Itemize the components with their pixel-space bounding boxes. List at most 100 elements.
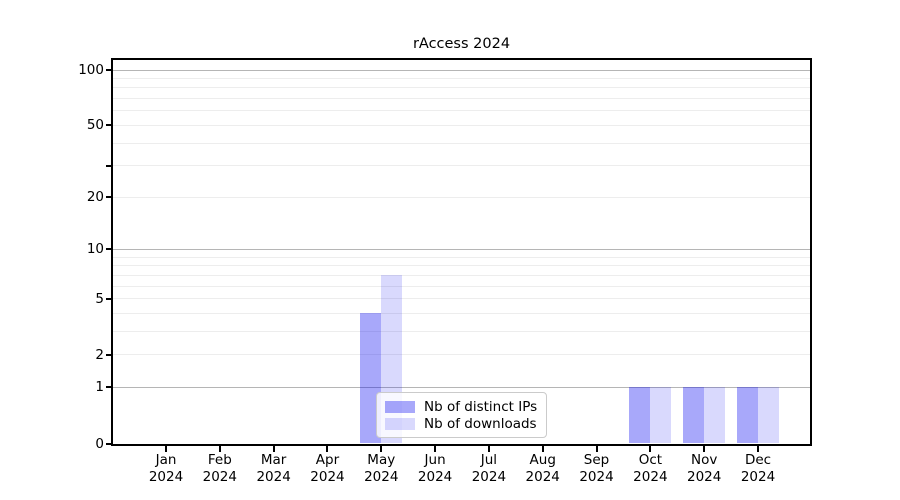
y-axis-tick-label: 5: [95, 290, 104, 307]
legend-row: Nb of downloads: [385, 416, 538, 432]
x-tick-month: Nov: [690, 452, 718, 468]
minor-gridline: [113, 110, 810, 112]
x-tick-month: Sep: [583, 452, 610, 468]
x-tick-mark: [703, 446, 706, 452]
x-tick-year: 2024: [417, 469, 453, 485]
x-tick-mark: [595, 446, 598, 452]
minor-gridline: [113, 354, 810, 356]
y-axis-tick-label: 0: [95, 435, 104, 452]
minor-gridline: [113, 265, 810, 267]
y-tick-mark: [106, 248, 113, 251]
minor-gridline: [113, 298, 810, 300]
bar-distinct-ips-dec: [737, 387, 758, 444]
major-gridline: [113, 69, 810, 71]
legend-label: Nb of distinct IPs: [424, 398, 538, 415]
x-tick-month: Dec: [744, 452, 772, 468]
bar-downloads-nov: [704, 387, 726, 444]
legend-swatch: [385, 400, 415, 413]
x-tick-month: Oct: [638, 452, 663, 468]
x-tick-year: 2024: [525, 469, 560, 485]
x-axis-tick-label: Sep 2024: [565, 452, 629, 486]
x-tick-mark: [272, 446, 275, 452]
x-tick-mark: [757, 446, 759, 452]
x-tick-month: Jan: [155, 452, 177, 468]
x-tick-mark: [434, 446, 437, 452]
y-tick-mark: [106, 164, 113, 167]
y-tick-mark: [106, 124, 113, 127]
x-tick-year: 2024: [202, 469, 237, 485]
minor-gridline: [113, 87, 810, 89]
major-gridline: [113, 248, 810, 250]
y-tick-mark: [106, 297, 113, 300]
x-tick-year: 2024: [740, 469, 776, 485]
bar-downloads-dec: [758, 387, 779, 444]
x-axis-tick-label: Jun 2024: [403, 452, 467, 486]
x-axis-tick-label: Mar 2024: [242, 452, 306, 486]
x-tick-year: 2024: [633, 469, 668, 485]
minor-gridline: [113, 196, 810, 198]
plot-area: [111, 58, 812, 446]
minor-gridline: [113, 274, 810, 276]
minor-gridline: [113, 330, 810, 332]
legend-swatch: [385, 417, 415, 430]
chart-title: rAccess 2024: [412, 36, 511, 52]
x-tick-year: 2024: [471, 469, 507, 485]
x-axis-tick-label: May 2024: [349, 452, 413, 486]
x-axis-tick-label: Dec 2024: [726, 452, 790, 486]
bar-distinct-ips-oct: [629, 387, 651, 444]
x-tick-year: 2024: [364, 469, 399, 485]
plot-canvas: [113, 60, 810, 444]
y-axis-tick-label: 2: [95, 346, 104, 363]
x-tick-mark: [649, 446, 652, 452]
x-tick-mark: [487, 446, 490, 452]
x-tick-mark: [380, 446, 383, 452]
x-tick-mark: [218, 446, 221, 452]
x-tick-month: Apr: [315, 452, 340, 468]
minor-gridline: [113, 165, 810, 167]
y-axis-tick-label: 20: [86, 189, 104, 206]
x-tick-year: 2024: [310, 469, 345, 485]
x-axis-tick-label: Jul 2024: [457, 452, 521, 486]
bar-downloads-oct: [650, 387, 672, 444]
x-axis-tick-label: Aug 2024: [511, 452, 575, 486]
x-tick-mark: [165, 446, 167, 452]
x-axis-tick-label: Nov 2024: [672, 452, 736, 486]
y-axis-tick-label: 50: [86, 117, 104, 134]
x-tick-month: May: [367, 452, 396, 468]
minor-gridline: [113, 78, 810, 80]
x-axis-tick-label: Apr 2024: [295, 452, 359, 486]
x-tick-mark: [541, 446, 544, 452]
minor-gridline: [113, 312, 810, 314]
bar-distinct-ips-nov: [683, 387, 705, 444]
x-tick-year: 2024: [686, 469, 722, 485]
y-axis-tick-label: 1: [95, 379, 104, 396]
minor-gridline: [113, 285, 810, 287]
x-axis-tick-label: Oct 2024: [618, 452, 682, 486]
x-tick-month: Feb: [207, 452, 232, 468]
x-tick-year: 2024: [148, 469, 184, 485]
minor-gridline: [113, 124, 810, 126]
x-axis-tick-label: Feb 2024: [188, 452, 252, 486]
y-tick-mark: [106, 442, 113, 445]
x-tick-month: Aug: [529, 452, 556, 468]
y-axis-tick-label: 10: [86, 241, 104, 258]
minor-gridline: [113, 142, 810, 144]
major-gridline: [113, 386, 810, 388]
legend-row: Nb of distinct IPs: [385, 399, 538, 415]
x-tick-year: 2024: [256, 469, 291, 485]
x-tick-year: 2024: [579, 469, 614, 485]
y-tick-mark: [106, 69, 113, 72]
y-tick-mark: [106, 386, 113, 389]
minor-gridline: [113, 256, 810, 258]
x-tick-month: Jun: [424, 452, 446, 468]
x-tick-mark: [326, 446, 329, 452]
x-tick-month: Jul: [480, 452, 498, 468]
minor-gridline: [113, 98, 810, 100]
x-tick-month: Mar: [260, 452, 287, 468]
x-axis-tick-label: Jan 2024: [134, 452, 198, 486]
legend-label: Nb of downloads: [424, 415, 537, 432]
y-axis-tick-label: 100: [78, 62, 104, 79]
legend: Nb of distinct IPs Nb of downloads: [376, 392, 547, 438]
y-tick-mark: [106, 353, 113, 356]
